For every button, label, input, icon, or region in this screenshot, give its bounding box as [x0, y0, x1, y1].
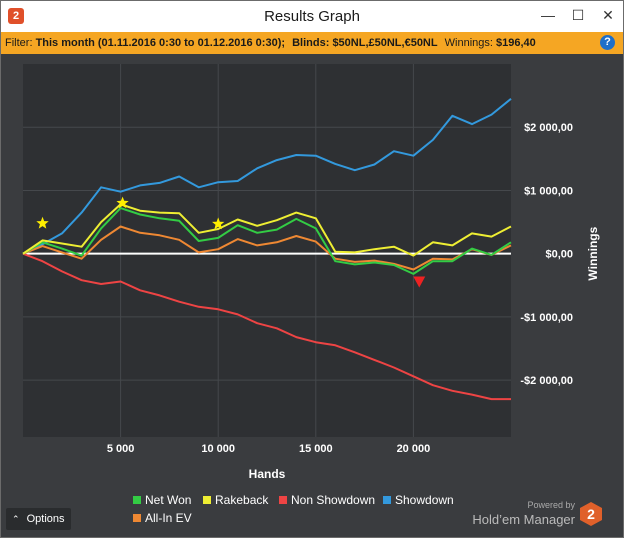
winnings-label: Winnings:	[444, 37, 493, 49]
x-tick-label: 20 000	[397, 443, 431, 455]
y-tick-label: -$2 000,00	[520, 375, 573, 387]
brand-name: Hold’em Manager	[472, 512, 575, 527]
blinds-label: Blinds:	[292, 37, 330, 49]
series-line-non-showdown	[22, 252, 511, 401]
filter-label: Filter:	[5, 37, 33, 49]
legend-swatch	[133, 495, 141, 504]
hm2-logo-icon: 2	[580, 502, 602, 526]
legend-item-net-won[interactable]: Net Won	[133, 493, 191, 507]
x-axis-label: Hands	[249, 467, 286, 481]
options-label: Options	[26, 513, 65, 525]
legend-label: All-In EV	[145, 511, 192, 525]
legend-label: Non Showdown	[291, 493, 376, 507]
legend-swatch	[383, 495, 391, 504]
series-line-rakeback	[22, 203, 512, 257]
chevron-up-icon: ⌃	[12, 514, 20, 524]
y-tick-label: $1 000,00	[524, 185, 573, 197]
blinds-value: $50NL,£50NL,€50NL	[332, 37, 438, 49]
plot-area	[23, 64, 511, 437]
close-icon[interactable]: ✕	[602, 7, 614, 23]
title-bar: 2 Results Graph — ☐ ✕	[1, 1, 623, 32]
x-tick-label: 5 000	[107, 443, 135, 455]
legend-swatch	[279, 495, 287, 504]
hm2-logo-icon: 2	[8, 8, 24, 24]
series-line-all-in-ev	[22, 225, 512, 271]
question-mark-icon[interactable]: ?	[600, 35, 615, 50]
y-axis-label: Winnings	[586, 226, 600, 280]
minimize-icon[interactable]: —	[541, 7, 555, 23]
series-line-net-won	[22, 207, 512, 275]
x-tick-label: 15 000	[299, 443, 333, 455]
y-tick-label: -$1 000,00	[520, 312, 573, 324]
filter-bar: Filter: This month (01.11.2016 0:30 to 0…	[1, 32, 623, 54]
maximize-icon[interactable]: ☐	[571, 7, 585, 23]
window-title: Results Graph	[264, 8, 360, 25]
star-marker	[212, 217, 225, 230]
filter-period: This month (01.11.2016 0:30 to 01.12.201…	[35, 37, 286, 49]
series-line-showdown	[22, 98, 512, 255]
legend-label: Showdown	[395, 493, 454, 507]
low-point-marker	[413, 276, 426, 288]
winnings-value: $196,40	[496, 37, 536, 49]
legend-swatch	[203, 495, 211, 504]
legend-item-showdown[interactable]: Showdown	[383, 493, 454, 507]
legend-label: Rakeback	[215, 493, 269, 507]
star-marker	[116, 196, 129, 209]
svg-text:2: 2	[587, 506, 595, 522]
legend-item-all-in-ev[interactable]: All-In EV	[133, 511, 192, 525]
powered-by-text: Powered by	[527, 500, 575, 510]
star-marker	[36, 216, 49, 229]
results-chart: 5 000 10 000 15 000 20 000 $2 000,00 $1 000,0…	[22, 64, 600, 481]
y-tick-label: $0,00	[545, 249, 573, 261]
y-tick-label: $2 000,00	[524, 122, 573, 134]
legend-item-rakeback[interactable]: Rakeback	[203, 493, 268, 507]
legend-label: Net Won	[145, 493, 192, 507]
legend-swatch	[133, 513, 141, 522]
x-tick-label: 10 000	[201, 443, 235, 455]
legend-item-non-showdown[interactable]: Non Showdown	[279, 493, 375, 507]
options-button[interactable]: ⌃ Options	[6, 508, 71, 530]
